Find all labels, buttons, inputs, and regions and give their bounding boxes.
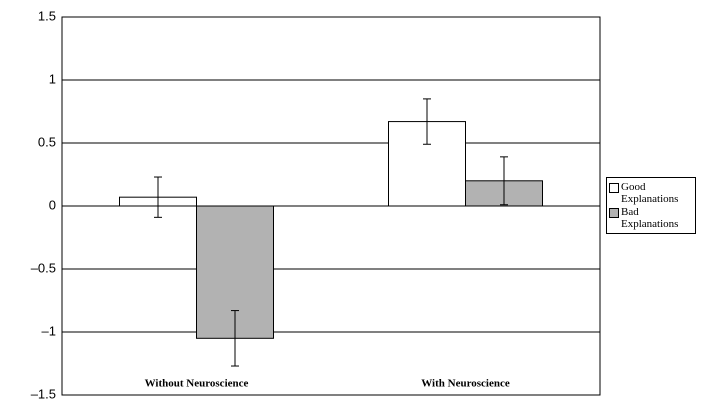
x-tick-label: With Neuroscience (421, 378, 510, 390)
y-tick-label: –1 (42, 323, 56, 338)
y-tick-label: 0 (49, 197, 56, 212)
error-bar (423, 98, 431, 145)
error-bar (154, 176, 162, 218)
y-tick-label: 1 (49, 71, 56, 86)
legend-swatch (609, 208, 619, 218)
y-tick-label: 1.5 (38, 8, 56, 23)
legend-item: Bad Explanations (609, 206, 693, 230)
plot-border (61, 16, 601, 396)
legend-label: Bad Explanations (621, 206, 679, 230)
error-bar (231, 310, 239, 367)
x-tick-label: Without Neuroscience (145, 378, 249, 390)
legend-item: Good Explanations (609, 181, 693, 205)
y-tick-label: –1.5 (31, 386, 56, 401)
legend-label: Good Explanations (621, 181, 679, 205)
legend-swatch (609, 183, 619, 193)
legend: Good Explanations Bad Explanations (606, 177, 696, 234)
y-tick-label: 0.5 (38, 134, 56, 149)
y-tick-label: –0.5 (31, 260, 56, 275)
error-bar (500, 156, 508, 206)
